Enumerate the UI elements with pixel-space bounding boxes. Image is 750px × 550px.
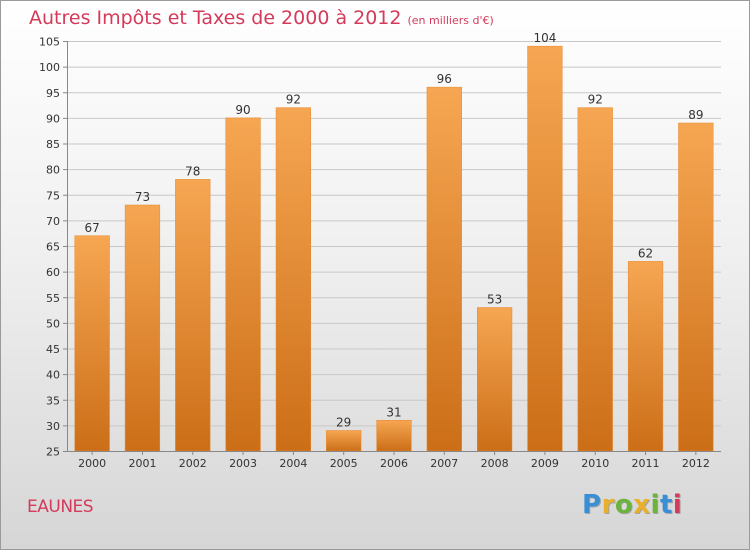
x-tick-label: 2010: [581, 457, 609, 470]
bar-value-label: 67: [85, 221, 100, 235]
title-block: Autres Impôts et Taxes de 2000 à 2012 (en…: [29, 7, 494, 29]
x-tick-label: 2004: [279, 457, 307, 470]
x-tick-label: 2012: [682, 457, 710, 470]
y-tick-label: 55: [46, 292, 60, 305]
x-tick-label: 2007: [430, 457, 458, 470]
bar-value-label: 78: [185, 164, 200, 178]
brand-letter: P: [582, 490, 602, 520]
bar-value-label: 96: [437, 72, 452, 86]
axes: [63, 41, 721, 455]
x-tick-label: 2002: [179, 457, 207, 470]
bar: [527, 45, 563, 452]
bar-value-label: 92: [286, 93, 301, 107]
brand-logo: Proxiti: [582, 490, 682, 520]
y-tick-label: 80: [46, 164, 60, 177]
bar: [74, 235, 110, 452]
bar: [275, 107, 311, 452]
x-tick-label: 2006: [380, 457, 408, 470]
x-tick-label: 2005: [330, 457, 358, 470]
y-tick-label: 85: [46, 138, 60, 151]
town-name: EAUNES: [27, 497, 94, 517]
bar: [678, 122, 714, 452]
x-tick-label: 2008: [481, 457, 509, 470]
grid-lines: [67, 41, 721, 452]
labels: 25 30 35 40 45 50 55 60 65 70 75 80 85 90 95 100 105 67 20…: [39, 31, 710, 470]
y-tick-label: 50: [46, 317, 60, 330]
brand-letter: i: [650, 490, 660, 520]
y-tick-label: 90: [46, 112, 60, 125]
x-tick-label: 2000: [78, 457, 106, 470]
bar: [326, 430, 362, 452]
bar-value-label: 92: [588, 93, 603, 107]
chart-subtitle: (en milliers d'€): [407, 14, 494, 27]
brand-letter: i: [672, 490, 683, 520]
x-tick-label: 2009: [531, 457, 559, 470]
bars: [74, 45, 714, 452]
bar-value-label: 90: [235, 103, 250, 117]
y-tick-label: 45: [46, 343, 60, 356]
y-tick-label: 25: [46, 446, 60, 459]
x-tick-label: 2001: [128, 457, 156, 470]
y-tick-label: 60: [46, 266, 60, 279]
brand-letter: t: [659, 490, 673, 520]
bar-value-label: 31: [386, 405, 401, 419]
y-tick-label: 35: [46, 394, 60, 407]
y-tick-label: 100: [39, 61, 60, 74]
y-tick-label: 65: [46, 241, 60, 254]
bar-value-label: 73: [135, 190, 150, 204]
bar: [577, 107, 613, 452]
bar-value-label: 53: [487, 293, 502, 307]
brand-letter: r: [601, 490, 615, 520]
chart-title: Autres Impôts et Taxes de 2000 à 2012: [29, 7, 402, 29]
bar: [175, 179, 211, 452]
bar-value-label: 89: [688, 108, 703, 122]
bar: [225, 117, 261, 452]
y-tick-label: 70: [46, 215, 60, 228]
y-tick-label: 105: [39, 36, 60, 49]
bar: [426, 86, 462, 452]
bar-value-label: 29: [336, 416, 351, 430]
x-tick-label: 2011: [632, 457, 660, 470]
y-tick-label: 40: [46, 369, 60, 382]
bar-value-label: 62: [638, 246, 653, 260]
bar: [124, 204, 161, 452]
bar: [376, 420, 412, 452]
y-tick-label: 75: [46, 189, 60, 202]
bar: [477, 307, 513, 452]
y-tick-label: 95: [46, 87, 60, 100]
brand-letter: o: [614, 490, 634, 520]
x-tick-label: 2003: [229, 457, 257, 470]
brand-letter: x: [633, 490, 651, 520]
bar: [627, 261, 664, 452]
bar-value-label: 104: [533, 31, 556, 45]
y-tick-label: 30: [46, 420, 60, 433]
